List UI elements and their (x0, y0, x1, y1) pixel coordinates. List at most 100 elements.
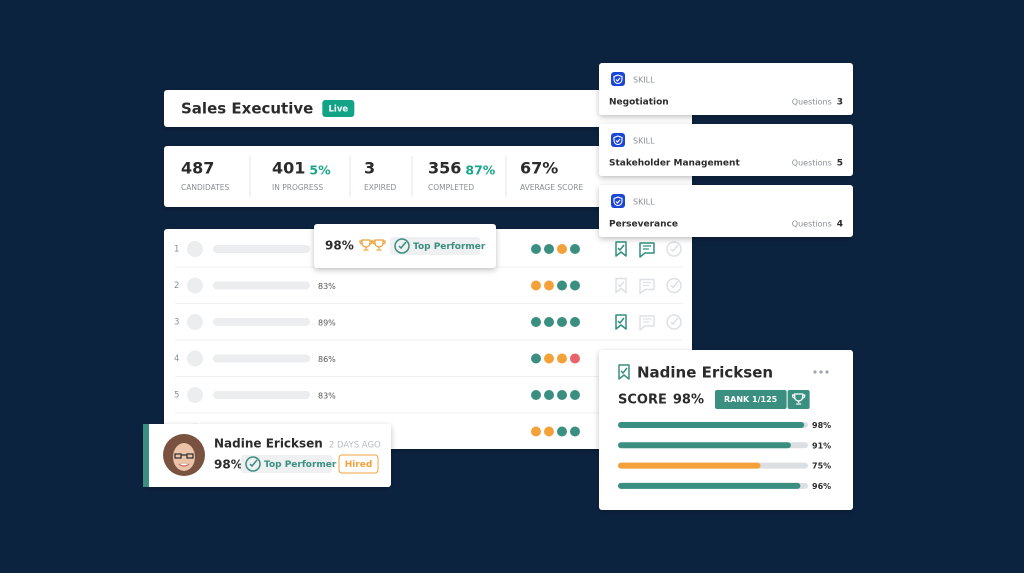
score-bar (618, 442, 791, 449)
score-bar (618, 462, 761, 469)
flag-icon (618, 364, 630, 380)
rank-label: RANK 1/125 (724, 395, 778, 404)
candidate-name: Nadine Ericksen (214, 437, 323, 451)
check-icon (666, 314, 682, 330)
title-card (164, 90, 692, 127)
more-dot (819, 370, 823, 374)
skill-dot (557, 426, 567, 437)
row-avatar (187, 241, 203, 257)
trophy-icon (372, 239, 386, 251)
popup-score: 98% (325, 239, 354, 253)
skill-dot (531, 244, 541, 254)
profile-name: Nadine Ericksen (637, 364, 773, 382)
rank-trophy-box (787, 390, 810, 409)
stat-label: IN PROGRESS (272, 183, 323, 192)
row-rank: 4 (174, 354, 179, 364)
trophy-icon (791, 393, 806, 405)
row-score: 89% (318, 319, 336, 328)
chat-lines (643, 245, 651, 250)
stat-label: EXPIRED (364, 183, 397, 192)
status-label: Live (329, 105, 349, 115)
skill-dot (544, 244, 554, 254)
skill-dot (544, 353, 554, 364)
check-mark (670, 244, 679, 253)
check-icon (245, 456, 261, 472)
stat-label: AVERAGE SCORE (520, 183, 583, 192)
questions-label: Questions (792, 159, 832, 168)
chat-icon (639, 278, 655, 295)
candidate-smile (178, 463, 190, 467)
score-label: SCORE (618, 393, 667, 408)
stat-change: 87% (465, 163, 495, 178)
row-rank: 1 (174, 245, 179, 255)
skill-dot (531, 280, 541, 291)
questions-label: Questions (792, 98, 832, 107)
flag-icon (615, 241, 627, 257)
stat-value: 487 (181, 159, 214, 178)
chat-lines (643, 281, 651, 287)
skill-name: Negotiation (609, 98, 669, 108)
row-score: 83% (318, 392, 336, 401)
candidate-score: 98% (214, 458, 243, 472)
bar-label: 75% (812, 462, 831, 471)
skill-dot (531, 317, 541, 327)
skill-dot (570, 353, 580, 364)
skill-dot (531, 353, 541, 364)
candidate-face (173, 443, 195, 471)
stat-value: 3 (364, 159, 375, 178)
row-name-placeholder (213, 354, 310, 363)
skill-dot (570, 390, 580, 400)
skill-icon (611, 194, 625, 208)
skill-dot (557, 390, 567, 400)
flag-check (617, 244, 625, 252)
row-name-placeholder (213, 281, 310, 290)
skill-dot (570, 280, 580, 291)
profile-card (599, 350, 853, 510)
row-avatar (187, 277, 203, 294)
chat-icon (639, 315, 655, 331)
chat-icon (639, 242, 655, 258)
row-score: 83% (318, 282, 336, 291)
score-bar (618, 422, 805, 428)
row-name-placeholder (213, 245, 310, 253)
skill-dot (531, 390, 541, 400)
skill-card (599, 124, 853, 176)
skill-tag: SKILL (633, 198, 655, 207)
candidate-glasses (174, 453, 194, 459)
skill-questions: 4 (837, 220, 843, 230)
skill-dot (544, 317, 554, 327)
check-icon (394, 238, 410, 254)
status-tag-label: Hired (345, 460, 373, 470)
row-rank: 3 (174, 318, 179, 328)
stats-card (164, 146, 692, 207)
score-bar (618, 482, 801, 489)
flag-icon (615, 277, 627, 294)
status-badge (322, 100, 355, 117)
skill-icon-shield (613, 135, 623, 146)
row-score: 86% (318, 355, 336, 364)
skill-name: Stakeholder Management (609, 159, 740, 169)
skill-dot (570, 426, 580, 437)
skill-dot (531, 426, 541, 437)
check-icon (666, 241, 682, 257)
flag-check (617, 281, 625, 288)
skill-dot (557, 244, 567, 254)
check-mark (398, 241, 407, 250)
skill-dot (570, 317, 580, 327)
row-name-placeholder (213, 318, 310, 326)
check-icon (666, 277, 682, 294)
badge-label: Top Performer (264, 460, 337, 470)
stat-change: 5% (309, 163, 331, 178)
stat-value: 67% (520, 159, 558, 178)
skill-questions: 3 (837, 98, 843, 108)
skill-tag: SKILL (633, 76, 655, 85)
skill-dot (570, 244, 580, 254)
top-performer-badge (390, 237, 480, 255)
check-mark (670, 317, 679, 326)
bar-label: 96% (812, 482, 831, 491)
rank-badge (714, 390, 787, 409)
page-title: Sales Executive (181, 100, 313, 118)
questions-label: Questions (792, 220, 832, 229)
profile-score: 98% (673, 393, 704, 408)
skill-card (599, 185, 853, 237)
